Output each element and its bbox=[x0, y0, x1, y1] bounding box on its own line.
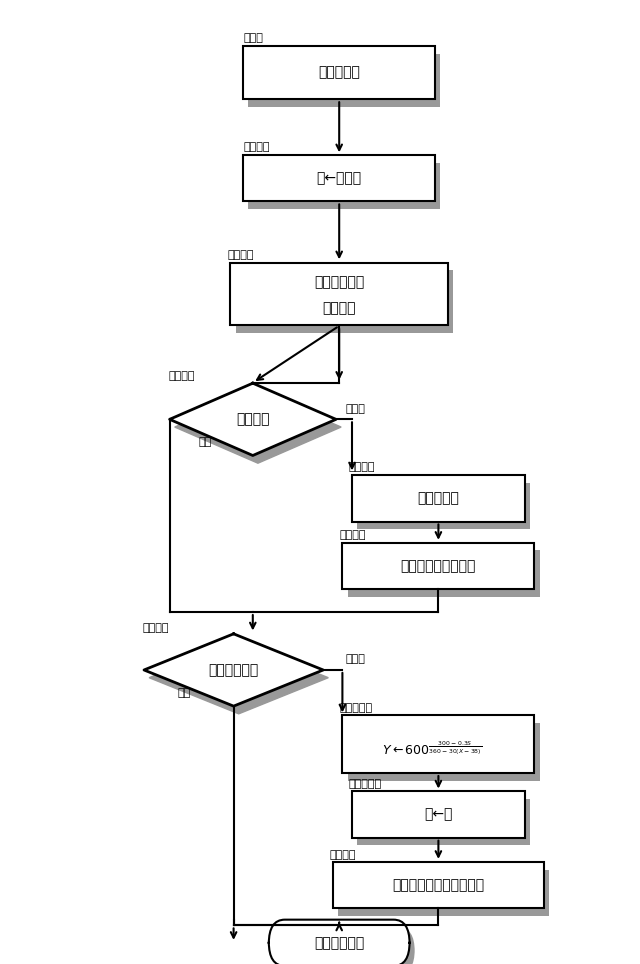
Text: Ｓ１７５: Ｓ１７５ bbox=[339, 530, 365, 540]
FancyBboxPatch shape bbox=[243, 155, 435, 201]
FancyBboxPatch shape bbox=[348, 723, 540, 781]
Text: Ｓ１７１: Ｓ１７１ bbox=[243, 143, 269, 152]
Text: Ｓ１７２: Ｓ１７２ bbox=[227, 251, 253, 260]
FancyBboxPatch shape bbox=[342, 543, 534, 589]
Text: Ｎｏ: Ｎｏ bbox=[198, 438, 212, 447]
Polygon shape bbox=[149, 642, 328, 713]
Text: Ｎｏ: Ｎｏ bbox=[178, 688, 191, 698]
FancyBboxPatch shape bbox=[269, 920, 410, 964]
FancyBboxPatch shape bbox=[342, 715, 534, 773]
Text: Ｓ←０: Ｓ←０ bbox=[424, 808, 452, 821]
FancyBboxPatch shape bbox=[348, 550, 540, 597]
Text: Ｓ１７８: Ｓ１７８ bbox=[330, 850, 356, 860]
FancyBboxPatch shape bbox=[248, 53, 440, 106]
FancyBboxPatch shape bbox=[236, 270, 453, 334]
Text: Ｓ１７４: Ｓ１７４ bbox=[349, 463, 375, 472]
Polygon shape bbox=[144, 634, 323, 706]
Text: ポンプの作動を制限: ポンプの作動を制限 bbox=[401, 559, 476, 573]
FancyBboxPatch shape bbox=[352, 475, 525, 522]
Text: Ｙｅｓ: Ｙｅｓ bbox=[346, 404, 365, 414]
Text: Ｙ＜１？: Ｙ＜１？ bbox=[236, 413, 269, 426]
Text: Ｓ１７７７: Ｓ１７７７ bbox=[339, 704, 372, 713]
Text: Ｓ１７９７: Ｓ１７９７ bbox=[349, 779, 382, 789]
Text: Ｓ１７: Ｓ１７ bbox=[243, 34, 263, 43]
Text: 運動を検知？: 運動を検知？ bbox=[209, 663, 259, 677]
FancyBboxPatch shape bbox=[230, 262, 448, 326]
Text: $Y \leftarrow 600^{\frac{300-0.3S}{360-30(X-38)}}$: $Y \leftarrow 600^{\frac{300-0.3S}{360-3… bbox=[382, 740, 482, 758]
FancyBboxPatch shape bbox=[248, 163, 440, 209]
Text: 脳活動関連値: 脳活動関連値 bbox=[314, 276, 364, 289]
Text: ＲＥＴＵＲＮ: ＲＥＴＵＲＮ bbox=[314, 936, 364, 950]
FancyBboxPatch shape bbox=[352, 791, 525, 838]
FancyBboxPatch shape bbox=[357, 483, 530, 529]
Text: Ｓ←Ｓ＋１: Ｓ←Ｓ＋１ bbox=[317, 172, 362, 185]
FancyBboxPatch shape bbox=[338, 870, 549, 916]
Text: 演算処理: 演算処理 bbox=[323, 302, 356, 315]
Polygon shape bbox=[175, 391, 341, 464]
Polygon shape bbox=[170, 384, 336, 456]
Text: Ｙｅｓ: Ｙｅｓ bbox=[346, 655, 365, 664]
FancyBboxPatch shape bbox=[243, 45, 435, 98]
Text: 入浴中処理: 入浴中処理 bbox=[318, 66, 360, 79]
Text: ポンプの作動制限を解除: ポンプの作動制限を解除 bbox=[392, 878, 484, 892]
Text: Ｓ１７６: Ｓ１７６ bbox=[142, 624, 168, 633]
FancyBboxPatch shape bbox=[274, 927, 415, 964]
Text: Ｓ１７３: Ｓ１７３ bbox=[169, 371, 195, 381]
FancyBboxPatch shape bbox=[333, 862, 544, 908]
FancyBboxPatch shape bbox=[357, 799, 530, 845]
Text: ワーニング: ワーニング bbox=[417, 492, 460, 505]
